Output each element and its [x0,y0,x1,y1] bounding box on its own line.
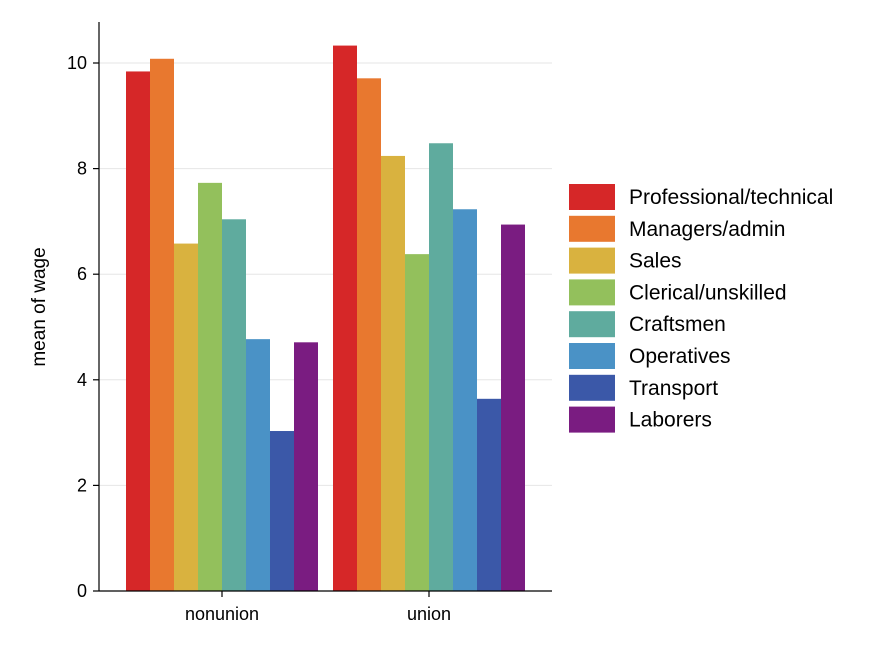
bar [174,243,198,592]
bar [150,58,174,591]
legend-swatch [569,374,615,401]
legend-swatch [569,406,615,433]
bar [270,431,294,591]
legend-label: Craftsmen [629,313,726,336]
legend-label: Professional/technical [629,186,833,209]
bar [477,398,501,591]
legend-label: Transport [629,377,718,400]
legend-label: Sales [629,250,682,273]
bar [357,78,381,591]
bars [126,45,525,592]
y-tick-label: 8 [77,159,87,179]
legend-swatch [569,311,615,338]
y-tick-label: 10 [67,53,87,73]
y-tick-label: 0 [77,581,87,601]
legend: Professional/technical Managers/admin Sale… [569,184,833,433]
x-tick-label: union [407,604,451,624]
bar [222,219,246,591]
legend-swatch [569,279,615,306]
legend-label: Laborers [629,409,712,432]
bar [198,182,222,591]
x-tick-label: nonunion [185,604,259,624]
legend-swatch [569,247,615,274]
legend-swatch [569,215,615,242]
x-axis-ticks: nonunion union [185,591,451,624]
y-tick-label: 6 [77,264,87,284]
bar [429,143,453,592]
bar [333,45,357,592]
y-axis-title: mean of wage [29,247,50,366]
legend-swatch [569,184,615,210]
bar [126,71,150,591]
bar [453,209,477,592]
bar [381,155,405,592]
bar [246,339,270,591]
legend-label: Operatives [629,345,731,368]
bar [294,342,318,591]
legend-swatch [569,343,615,369]
bar [501,224,525,591]
legend-label: Clerical/unskilled [629,281,787,304]
legend-label: Managers/admin [629,218,785,241]
bar [405,254,429,592]
y-axis-ticks: 0 2 4 6 8 10 [67,53,99,601]
y-tick-label: 2 [77,475,87,495]
y-tick-label: 4 [77,370,87,390]
